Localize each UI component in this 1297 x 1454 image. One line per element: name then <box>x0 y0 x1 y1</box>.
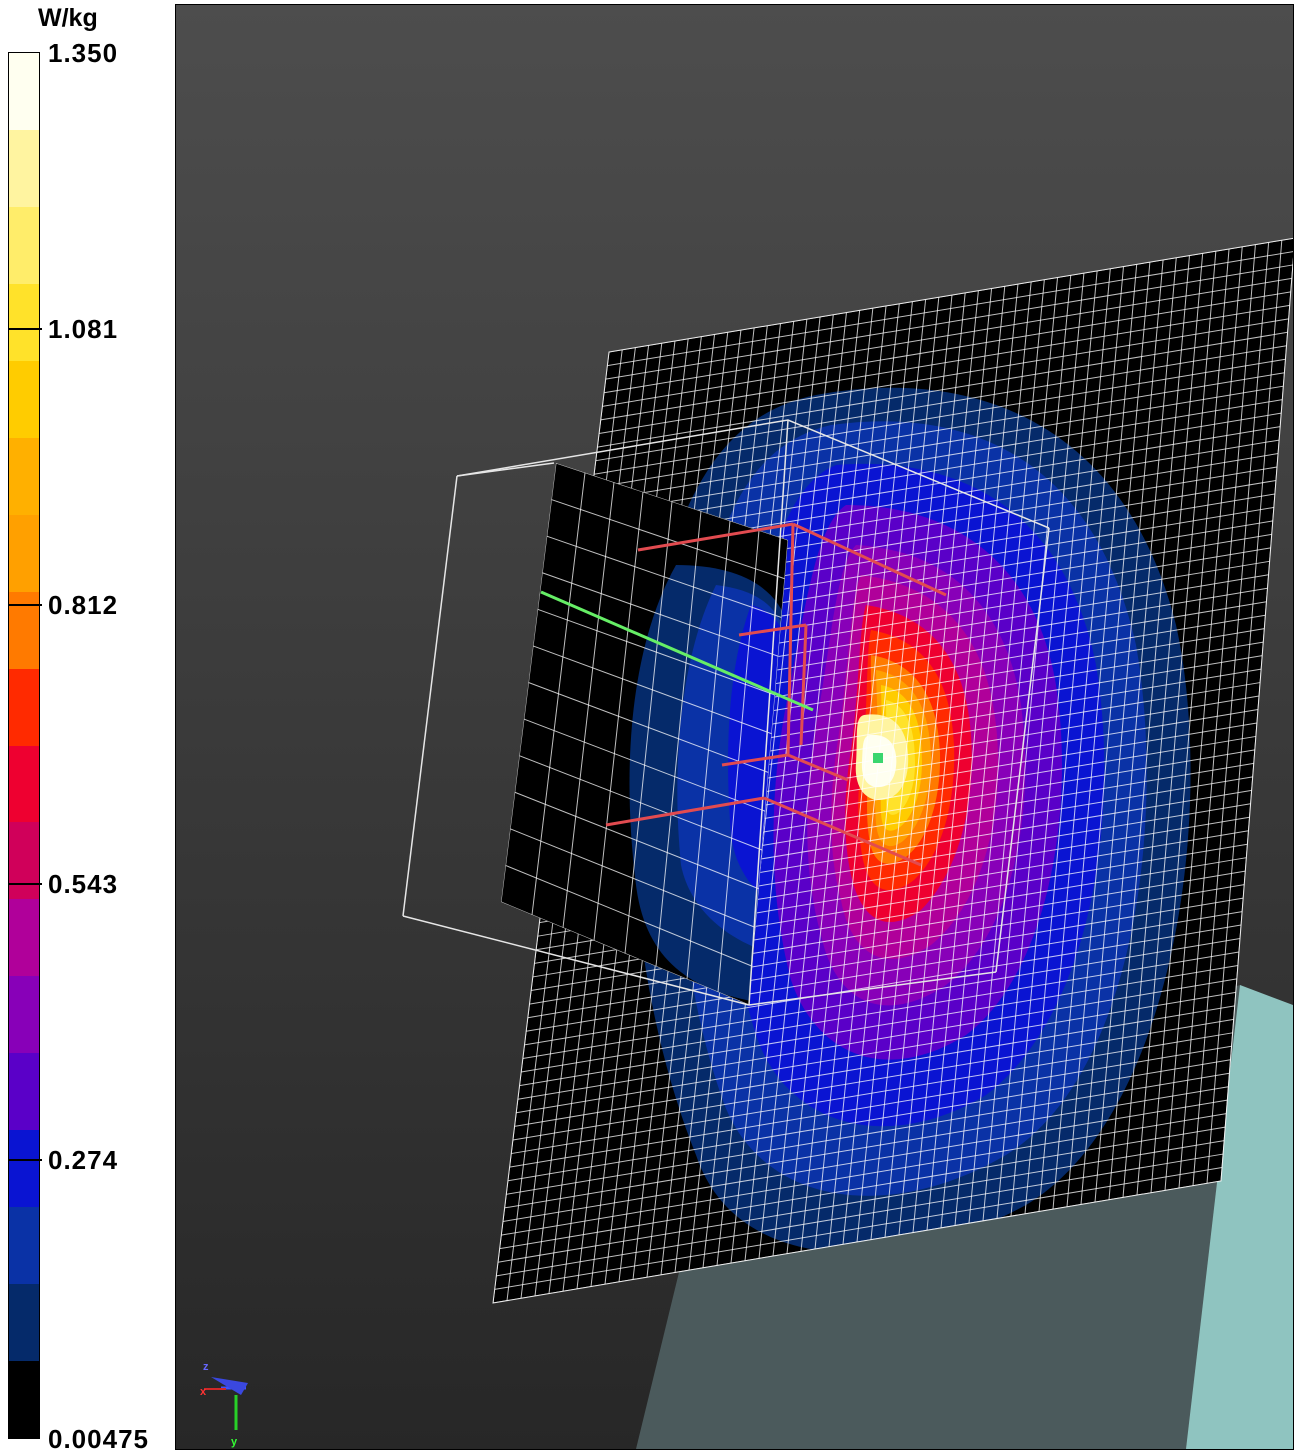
grid-line <box>589 399 1283 516</box>
zoom-scan-volume-box <box>402 419 1050 1006</box>
legend-unit-label: W/kg <box>38 4 98 32</box>
grid-line <box>602 291 1291 407</box>
grid-line <box>499 1126 1226 1250</box>
grid-line <box>507 1059 1231 1182</box>
legend-color-band <box>9 745 39 823</box>
orientation-cube <box>211 1377 248 1395</box>
legend-color-band <box>9 1053 39 1131</box>
legend-tick-label: 1.350 <box>48 38 119 68</box>
grid-line <box>521 951 1240 1073</box>
grid-line <box>590 385 1284 502</box>
legend-color-band <box>9 283 39 362</box>
legend-color-band <box>9 668 39 746</box>
phantom-side-panel <box>1186 985 1293 1449</box>
x-axis-label: x <box>200 1386 207 1398</box>
orientation-axes: x y z <box>200 1361 248 1448</box>
legend-color-band <box>9 1130 39 1208</box>
grid-line <box>514 1005 1235 1127</box>
legend-color-band <box>9 129 39 208</box>
grid-line <box>504 1086 1229 1209</box>
grid-line <box>526 911 1243 1032</box>
grid-line <box>597 331 1288 448</box>
legend-tick-mark <box>8 604 42 606</box>
grid-line <box>517 978 1237 1100</box>
grid-line <box>527 897 1244 1019</box>
grid-line <box>531 870 1246 992</box>
measurement-plane-border <box>492 237 1293 1304</box>
legend-tick-label: 0.543 <box>48 869 119 899</box>
grid-line <box>542 572 779 657</box>
grid-line <box>512 1018 1234 1141</box>
legend-color-band <box>9 514 39 593</box>
grid-line <box>506 1072 1230 1195</box>
grid-line <box>516 991 1236 1114</box>
grid-line <box>524 924 1242 1046</box>
color-legend: W/kg 1.350 1.081 0.812 0.543 0.274 0.004… <box>0 0 172 1454</box>
probe-axis-line <box>540 590 814 712</box>
grid-line <box>605 264 1293 380</box>
z-axis-label: z <box>203 1361 209 1373</box>
legend-color-band <box>9 899 39 977</box>
legend-color-band <box>9 437 39 516</box>
legend-tick-label: 0.812 <box>48 590 119 620</box>
grid-line <box>598 318 1289 435</box>
y-axis-label: y <box>231 1436 238 1448</box>
grid-line <box>505 864 753 967</box>
grid-line <box>595 345 1287 462</box>
grid-line <box>607 250 1293 367</box>
grid-line <box>514 791 759 890</box>
grid-line <box>532 645 772 735</box>
grid-line <box>523 718 766 812</box>
grid-line <box>519 755 763 851</box>
grid-line <box>555 463 788 541</box>
legend-color-band <box>9 1361 39 1439</box>
grid-line <box>528 682 769 773</box>
legend-color-band <box>9 822 39 900</box>
grid-line <box>509 1045 1232 1168</box>
grid-line <box>587 412 1282 530</box>
sar-scene[interactable]: x y z <box>176 5 1293 1449</box>
grid-line <box>594 358 1286 475</box>
grid-line <box>519 964 1238 1087</box>
probe-positions <box>605 522 947 867</box>
legend-tick-label: 0.274 <box>48 1145 119 1175</box>
3d-viewport[interactable]: x y z <box>175 4 1294 1450</box>
legend-color-band <box>9 360 39 439</box>
grid-line <box>497 1140 1225 1263</box>
grid-line <box>502 1099 1228 1222</box>
legend-tick-mark <box>8 883 42 885</box>
grid-line <box>551 499 785 580</box>
grid-line <box>529 884 1245 1005</box>
legend-tick-mark <box>8 1159 42 1161</box>
grid-line <box>546 535 782 618</box>
grid-line <box>511 1032 1233 1155</box>
grid-line <box>494 1167 1223 1290</box>
grid-line <box>603 277 1292 394</box>
legend-color-band <box>9 976 39 1054</box>
grid-line <box>537 608 776 696</box>
legend-color-band <box>9 206 39 285</box>
legend-tick-mark <box>8 328 42 330</box>
grid-line <box>509 828 756 928</box>
grid-line <box>522 938 1241 1059</box>
legend-tick-label: 1.081 <box>48 314 119 344</box>
legend-color-band <box>9 53 39 131</box>
grid-line <box>496 1153 1224 1277</box>
legend-color-bar <box>8 52 40 1439</box>
legend-color-band <box>9 1284 39 1362</box>
legend-tick-label: 0.00475 <box>48 1424 149 1454</box>
max-sar-point-marker[interactable] <box>873 753 883 763</box>
grid-line <box>501 1113 1227 1236</box>
grid-line <box>600 304 1290 421</box>
grid-line <box>592 372 1285 489</box>
legend-color-band <box>9 1207 39 1285</box>
